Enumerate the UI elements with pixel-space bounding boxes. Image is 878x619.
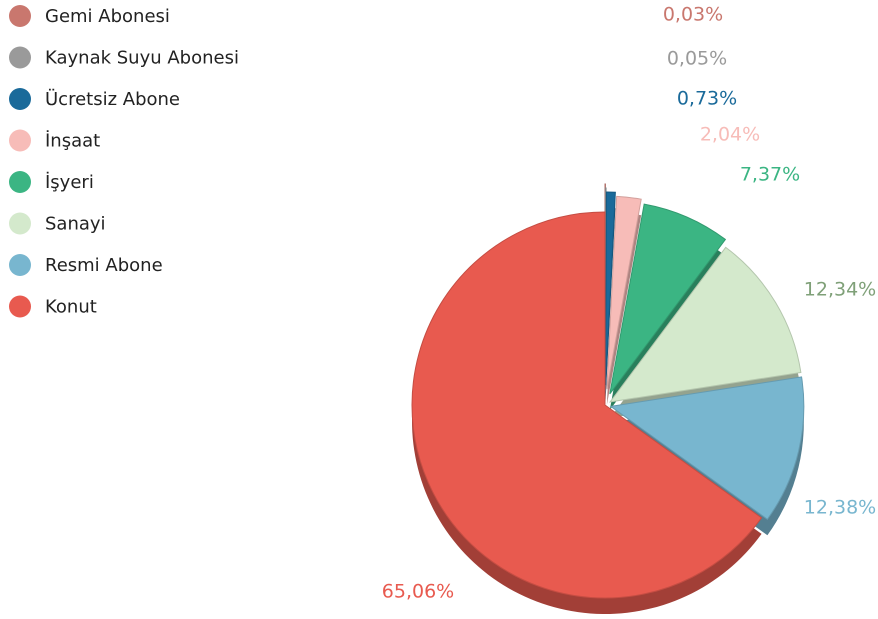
data-label: 12,34% <box>804 279 876 301</box>
data-label: 0,03% <box>663 4 723 26</box>
legend-label: Gemi Abonesi <box>45 6 170 27</box>
legend-swatch <box>9 5 31 27</box>
legend-swatch <box>9 129 31 152</box>
data-label: 0,73% <box>677 88 737 110</box>
legend-swatch <box>9 295 31 318</box>
data-label: 65,06% <box>382 581 454 603</box>
legend-swatch <box>9 46 31 69</box>
slice <box>609 246 802 403</box>
slice <box>605 191 616 386</box>
legend-label: İşyeri <box>45 172 94 193</box>
slice <box>411 211 763 599</box>
slice <box>609 203 727 395</box>
slice <box>609 376 805 520</box>
legend-label: Resmi Abone <box>45 255 163 276</box>
slice <box>606 195 642 390</box>
legend-swatch <box>9 171 31 193</box>
legend-swatch <box>9 88 31 110</box>
legend-label: Konut <box>45 297 97 318</box>
legend-label: Sanayi <box>45 214 106 235</box>
data-label: 7,37% <box>740 164 800 186</box>
legend-swatch <box>9 212 31 235</box>
data-label: 0,05% <box>667 48 727 70</box>
data-label: 12,38% <box>804 497 876 519</box>
data-label: 2,04% <box>700 124 760 146</box>
legend-swatch <box>9 254 31 276</box>
legend-label: Kaynak Suyu Abonesi <box>45 48 239 69</box>
legend-label: İnşaat <box>45 131 100 152</box>
legend-label: Ücretsiz Abone <box>45 88 180 110</box>
